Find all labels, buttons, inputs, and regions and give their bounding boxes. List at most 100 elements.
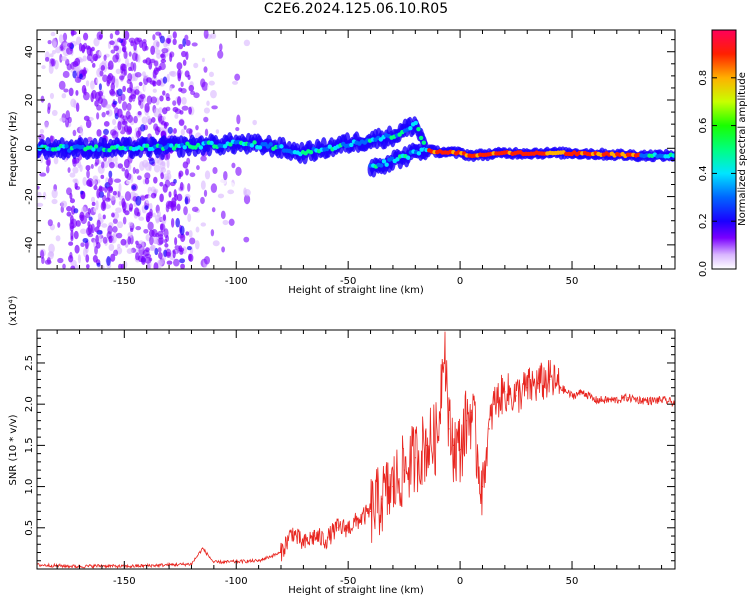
spectrogram-cell bbox=[162, 107, 168, 115]
spectrogram-cell bbox=[125, 110, 131, 120]
spectrogram-cell bbox=[210, 90, 217, 99]
spectrogram-cell bbox=[102, 74, 108, 83]
spectrogram-cell bbox=[109, 40, 115, 46]
spectrogram-cell bbox=[189, 237, 196, 245]
spectrogram-cell bbox=[62, 70, 70, 79]
spectrogram-cell bbox=[136, 211, 141, 217]
spectrogram-cell bbox=[150, 192, 157, 199]
spectrogram-cell bbox=[62, 32, 68, 42]
spectrogram-cell bbox=[137, 54, 141, 63]
spectrogram-cell bbox=[91, 62, 96, 68]
spectrogram-cell bbox=[159, 193, 164, 203]
spectrogram-cell bbox=[81, 84, 87, 94]
spectrogram-cell bbox=[165, 204, 170, 213]
spectrogram-cell bbox=[208, 71, 214, 78]
spectrogram-cell bbox=[51, 109, 58, 117]
spectrogram-cell bbox=[101, 223, 108, 228]
spectrogram-cell bbox=[135, 168, 140, 174]
spectrogram-cell bbox=[59, 117, 66, 122]
spectrogram-cell bbox=[66, 102, 72, 110]
spectrogram-cell bbox=[70, 30, 77, 36]
spectrogram-cell bbox=[107, 60, 114, 70]
spectrogram-cell bbox=[252, 140, 257, 145]
spectrogram-cell bbox=[44, 121, 49, 129]
spectrogram-cell bbox=[141, 41, 148, 52]
spectrogram-cell bbox=[72, 178, 78, 183]
spectrogram-cell bbox=[112, 100, 118, 105]
spectrogram-cell bbox=[94, 158, 100, 166]
spectrogram-cell bbox=[94, 226, 100, 233]
spectrogram-cell bbox=[98, 50, 103, 56]
spectrogram-cell bbox=[162, 90, 166, 96]
spectrogram-cell bbox=[206, 186, 210, 192]
spectrogram-cell bbox=[186, 245, 192, 251]
spectrogram-cell bbox=[67, 42, 72, 48]
spectrogram-cell bbox=[150, 45, 156, 56]
spectrogram-cell bbox=[227, 189, 235, 195]
spectrogram-frame bbox=[36, 29, 676, 270]
spectrogram-cell bbox=[252, 119, 257, 126]
spectrogram-cell bbox=[182, 59, 187, 66]
spectrogram-cell bbox=[158, 252, 163, 260]
snr-y-tick-label: 1.0 bbox=[24, 479, 35, 495]
spectrogram-cell bbox=[200, 222, 207, 227]
spectrogram-cell bbox=[69, 192, 73, 200]
snr-data-point bbox=[302, 543, 304, 545]
spectrogram-cell bbox=[222, 219, 229, 226]
spectrogram-cell bbox=[80, 228, 87, 234]
spectrogram-cell bbox=[112, 225, 118, 233]
spectrogram-cell bbox=[148, 61, 153, 70]
spectrogram-cell bbox=[69, 172, 76, 178]
spectrogram-cell bbox=[179, 110, 184, 115]
spectrogram-cell bbox=[127, 73, 133, 82]
snr-data-point bbox=[481, 485, 484, 488]
spectrogram-cell bbox=[257, 145, 263, 150]
spectrogram-cell bbox=[153, 164, 161, 173]
spectrogram-cell bbox=[178, 247, 185, 252]
spectrogram-cell bbox=[117, 221, 124, 229]
spectrogram-cell bbox=[165, 96, 171, 102]
spectrogram-cell bbox=[162, 214, 167, 221]
spectrogram-cell bbox=[161, 100, 167, 107]
spectrogram-cell bbox=[198, 145, 204, 150]
spectrogram-cell bbox=[176, 96, 182, 106]
spectrogram-cell bbox=[241, 252, 247, 259]
spectrogram-cell bbox=[81, 69, 88, 75]
spectrogram-cell bbox=[384, 162, 389, 167]
spectrogram-cell bbox=[117, 163, 124, 169]
snr-x-tick-label: 50 bbox=[566, 576, 579, 587]
spectrogram-cell bbox=[79, 73, 83, 80]
colorbar-tick-label: 0.8 bbox=[698, 70, 709, 86]
spectrogram-cell bbox=[200, 155, 207, 162]
spectrogram-cell bbox=[179, 181, 184, 191]
spectrogram-cell bbox=[61, 93, 67, 99]
spectrogram-cell bbox=[62, 263, 66, 269]
spectrogram-cell bbox=[144, 205, 149, 211]
spectrogram-cell bbox=[152, 40, 160, 50]
spectrogram-cell bbox=[82, 176, 87, 186]
snr-data-point bbox=[537, 382, 540, 385]
spectrogram-cell bbox=[112, 190, 117, 196]
snr-data-point bbox=[616, 399, 618, 401]
spectrogram-cell bbox=[121, 47, 126, 52]
spectrogram-cell bbox=[73, 208, 79, 214]
snr-data-point bbox=[504, 391, 506, 393]
spectrogram-cell bbox=[168, 191, 172, 198]
spectrogram-cell bbox=[96, 219, 101, 228]
spectrogram-cell bbox=[93, 185, 98, 191]
spectrogram-cell bbox=[118, 200, 123, 206]
spectrogram-cell bbox=[268, 142, 273, 147]
spectrogram-cell bbox=[98, 34, 103, 40]
spectrogram-cell bbox=[100, 64, 106, 71]
snr-data-point bbox=[202, 547, 204, 549]
spectrogram-cell bbox=[408, 126, 413, 131]
spectrogram-cell bbox=[200, 78, 206, 88]
spectrogram-cell bbox=[99, 70, 104, 77]
spectrogram-cell bbox=[221, 246, 225, 253]
snr-data-point bbox=[560, 387, 562, 389]
colorbar-label: Normalized spectral amplitude bbox=[737, 72, 748, 226]
spectrogram-cell bbox=[115, 52, 120, 60]
spectrogram-cell bbox=[204, 170, 211, 180]
spectrogram-cell bbox=[167, 126, 173, 134]
